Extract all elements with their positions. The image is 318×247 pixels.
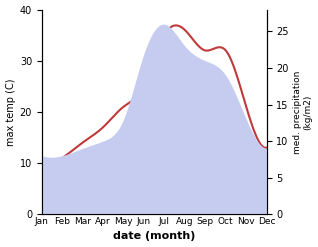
X-axis label: date (month): date (month) (113, 231, 196, 242)
Y-axis label: max temp (C): max temp (C) (5, 78, 16, 145)
Y-axis label: med. precipitation
(kg/m2): med. precipitation (kg/m2) (293, 70, 313, 154)
